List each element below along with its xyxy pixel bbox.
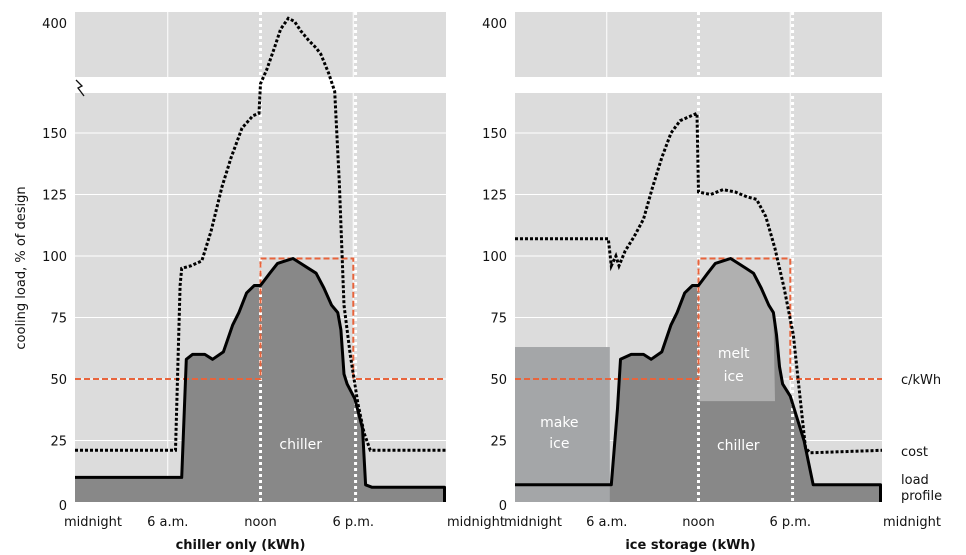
x-tick-label: 6 a.m.	[147, 515, 188, 530]
price-line	[515, 257, 882, 380]
chart-panel-chiller-only: 0 25 50 75 100 125 150 400 midnight 6 a.m. noon 6 p…	[42, 12, 505, 553]
axis-break-icon	[75, 79, 85, 97]
legend-label-load-line1: load	[901, 473, 929, 488]
y-axis-label: cooling load, % of design	[14, 186, 29, 349]
annotation-chiller: chiller	[279, 437, 322, 453]
y-tick-label: 125	[42, 189, 67, 204]
x-tick-label: midnight	[504, 515, 562, 530]
panel-title: ice storage (kWh)	[625, 538, 755, 553]
annotation-make: make	[540, 415, 578, 431]
x-tick-label: midnight	[64, 515, 122, 530]
x-tick-label: 6 p.m.	[332, 515, 374, 530]
y-tick-label: 75	[490, 312, 507, 327]
legend-label-load-line2: profile	[901, 489, 942, 504]
x-tick-label: noon	[244, 515, 276, 530]
legend: c/kWh cost load profile	[901, 373, 942, 504]
x-tick-label: 6 a.m.	[586, 515, 627, 530]
y-tick-label: 50	[490, 373, 507, 388]
y-tick-label: 400	[42, 17, 67, 32]
annotation-melt-ice: ice	[724, 369, 744, 385]
annotation-make-ice: ice	[549, 436, 569, 452]
load-profile-line	[75, 257, 446, 502]
y-tick-label: 25	[490, 435, 507, 450]
y-tick-label: 150	[482, 127, 507, 142]
y-tick-label: 400	[482, 17, 507, 32]
melt-ice-area	[698, 258, 775, 402]
x-tick-label: midnight	[447, 515, 505, 530]
x-tick-label: 6 p.m.	[769, 515, 811, 530]
y-tick-label: 100	[42, 250, 67, 265]
cost-line	[515, 111, 883, 455]
chart-panel-ice-storage: 0 25 50 75 100 125 150 400 midnight 6 a.m. noon 6 p…	[482, 12, 941, 553]
legend-label-cost: cost	[901, 445, 928, 460]
make-ice-area	[515, 347, 610, 502]
x-tick-label: midnight	[883, 515, 941, 530]
annotation-melt: melt	[718, 346, 750, 362]
legend-label-price: c/kWh	[901, 373, 941, 388]
panel-title: chiller only (kWh)	[176, 538, 306, 553]
y-tick-label: 150	[42, 127, 67, 142]
annotation-chiller: chiller	[717, 438, 760, 454]
price-line	[75, 257, 446, 380]
y-tick-label: 50	[50, 373, 67, 388]
y-tick-label: 125	[482, 189, 507, 204]
y-tick-label: 75	[50, 312, 67, 327]
x-tick-label: noon	[682, 515, 714, 530]
y-tick-label: 25	[50, 435, 67, 450]
load-profile-line	[515, 257, 882, 502]
cost-line	[75, 16, 446, 452]
y-tick-label: 0	[59, 499, 67, 514]
y-tick-label: 100	[482, 250, 507, 265]
y-tick-label: 0	[499, 499, 507, 514]
